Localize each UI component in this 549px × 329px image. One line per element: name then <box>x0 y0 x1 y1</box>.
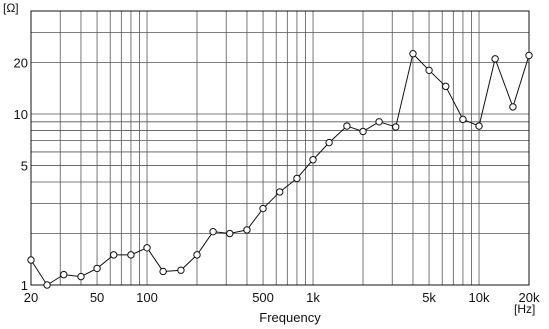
data-point <box>93 264 101 273</box>
y-tick-labels: 1 5 10 20 <box>14 55 28 293</box>
data-point <box>491 55 499 63</box>
data-point <box>409 50 417 58</box>
data-point <box>177 266 185 274</box>
data-point <box>442 82 450 91</box>
data-point <box>43 281 51 289</box>
data-point <box>293 174 301 183</box>
data-point <box>159 267 167 276</box>
x-unit-label: [Hz] <box>514 302 535 316</box>
series-line <box>30 52 530 286</box>
data-point <box>509 103 517 111</box>
data-point <box>127 251 135 259</box>
data-point <box>525 51 533 60</box>
x-tick-label: 5k <box>422 290 436 305</box>
x-tick-labels: 20 50 100 500 1k 5k 10k 20k <box>24 290 540 305</box>
data-point <box>459 115 467 124</box>
y-tick-label: 1 <box>21 278 28 293</box>
data-point <box>110 251 118 259</box>
y-tick-label: 20 <box>14 55 28 70</box>
series-layer <box>30 52 530 286</box>
data-point <box>259 204 267 213</box>
data-point <box>392 123 400 131</box>
data-point <box>60 270 68 279</box>
data-point <box>143 244 151 252</box>
data-point <box>475 122 483 130</box>
y-unit-label: [Ω] <box>3 1 19 15</box>
data-point <box>243 226 251 234</box>
y-tick-label: 5 <box>21 158 28 173</box>
data-point <box>276 188 284 196</box>
data-point <box>375 118 383 126</box>
data-point <box>77 272 85 281</box>
data-point <box>193 251 201 259</box>
data-point <box>325 138 333 147</box>
x-axis-label: Frequency <box>259 310 321 325</box>
x-tick-label: 500 <box>252 290 274 305</box>
y-tick-label: 10 <box>14 107 28 122</box>
data-point <box>226 229 234 238</box>
x-tick-label: 20 <box>24 290 38 305</box>
plot-frame <box>30 10 530 286</box>
data-point <box>209 227 217 236</box>
marker-layer <box>27 50 533 289</box>
data-point <box>27 256 35 264</box>
grid <box>30 10 530 286</box>
x-tick-label: 50 <box>90 290 104 305</box>
data-point <box>343 122 351 130</box>
x-tick-label: 100 <box>136 290 158 305</box>
data-point <box>309 156 317 164</box>
x-tick-label: 10k <box>469 290 490 305</box>
data-point <box>359 127 367 136</box>
x-tick-label: 20k <box>519 290 540 305</box>
x-tick-label: 1k <box>306 290 320 305</box>
data-point <box>425 66 433 75</box>
